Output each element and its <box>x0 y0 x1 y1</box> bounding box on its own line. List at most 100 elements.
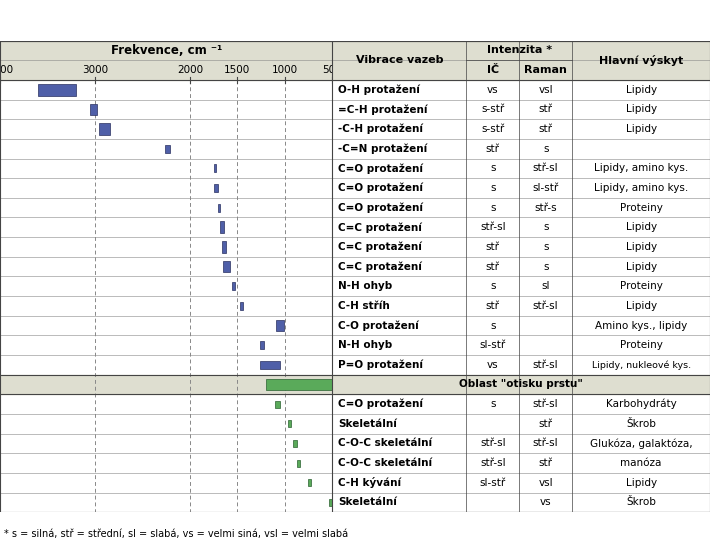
Text: s: s <box>490 399 496 409</box>
Text: Lipidy: Lipidy <box>626 222 657 233</box>
Text: s: s <box>543 242 548 252</box>
Text: -C-H protažení: -C-H protažení <box>338 124 423 134</box>
Text: Lipidy: Lipidy <box>626 242 657 252</box>
FancyBboxPatch shape <box>165 145 170 153</box>
Text: 2000: 2000 <box>177 65 203 75</box>
Text: Lipidy: Lipidy <box>626 85 657 95</box>
Text: 1000: 1000 <box>272 65 298 75</box>
Text: IČ: IČ <box>487 65 499 75</box>
Text: C=O protažení: C=O protažení <box>338 202 423 213</box>
Text: manóza: manóza <box>621 458 662 468</box>
Text: Karbohydráty: Karbohydráty <box>606 399 677 409</box>
FancyBboxPatch shape <box>220 221 224 233</box>
Text: C-O protažení: C-O protažení <box>338 320 419 331</box>
Text: stř-sl: stř-sl <box>533 301 559 311</box>
Text: vsl: vsl <box>538 478 553 488</box>
Text: C=C protažení: C=C protažení <box>338 242 422 252</box>
Text: C-H stříh: C-H stříh <box>338 301 390 311</box>
Text: Intenzita *: Intenzita * <box>486 46 552 55</box>
FancyBboxPatch shape <box>297 460 300 467</box>
Text: stř: stř <box>486 242 500 252</box>
Text: s: s <box>490 281 496 291</box>
FancyBboxPatch shape <box>222 241 226 253</box>
Text: Lipidy, amino kys.: Lipidy, amino kys. <box>594 183 688 193</box>
FancyBboxPatch shape <box>223 261 230 273</box>
Text: stř: stř <box>539 124 552 134</box>
FancyBboxPatch shape <box>329 499 332 506</box>
Text: s: s <box>543 222 548 233</box>
Text: =C-H protažení: =C-H protažení <box>338 104 427 115</box>
FancyBboxPatch shape <box>275 401 280 408</box>
Text: stř-sl: stř-sl <box>480 438 506 448</box>
FancyBboxPatch shape <box>293 440 297 447</box>
Text: s: s <box>490 320 496 331</box>
FancyBboxPatch shape <box>288 421 290 427</box>
FancyBboxPatch shape <box>99 123 110 135</box>
Text: stř-s: stř-s <box>535 203 557 212</box>
Text: 4000: 4000 <box>0 65 13 75</box>
Text: stř: stř <box>486 262 500 272</box>
FancyBboxPatch shape <box>260 341 264 349</box>
FancyBboxPatch shape <box>231 282 236 290</box>
Text: Proteiny: Proteiny <box>620 281 662 291</box>
Text: N-H ohyb: N-H ohyb <box>338 281 392 291</box>
Text: stř: stř <box>486 144 500 154</box>
Text: Lipidy: Lipidy <box>626 301 657 311</box>
Text: O-H protažení: O-H protažení <box>338 85 420 95</box>
Text: stř-sl: stř-sl <box>533 438 559 448</box>
FancyBboxPatch shape <box>218 204 220 211</box>
Text: stř-sl: stř-sl <box>480 222 506 233</box>
FancyBboxPatch shape <box>214 184 218 192</box>
Text: 3000: 3000 <box>82 65 108 75</box>
Text: stř: stř <box>539 458 552 468</box>
FancyBboxPatch shape <box>260 361 280 369</box>
Text: s-stř: s-stř <box>481 105 504 114</box>
Text: Skeletální: Skeletální <box>338 498 397 507</box>
Text: Lipidy, nukleové kys.: Lipidy, nukleové kys. <box>591 360 691 370</box>
Text: Oblast "otisku prstu": Oblast "otisku prstu" <box>459 379 583 390</box>
Text: 1500: 1500 <box>224 65 251 75</box>
Text: Amino kys., lipidy: Amino kys., lipidy <box>595 320 687 331</box>
FancyBboxPatch shape <box>266 378 332 390</box>
Text: s: s <box>490 163 496 173</box>
Text: Lipidy: Lipidy <box>626 478 657 488</box>
FancyBboxPatch shape <box>38 84 76 95</box>
Text: C=O protažení: C=O protažení <box>338 399 423 409</box>
Text: Lipidy: Lipidy <box>626 105 657 114</box>
Text: -C=N protažení: -C=N protažení <box>338 144 427 154</box>
Text: sl-stř: sl-stř <box>480 340 506 350</box>
Text: Proteiny: Proteiny <box>620 203 662 212</box>
Text: C-H kývání: C-H kývání <box>338 477 401 488</box>
Text: stř-sl: stř-sl <box>480 458 506 468</box>
Text: sl-stř: sl-stř <box>532 183 559 193</box>
Text: Vibrace vazeb: Vibrace vazeb <box>356 55 443 65</box>
Text: vs: vs <box>487 360 498 370</box>
Text: stř-sl: stř-sl <box>533 163 559 173</box>
Text: Glukóza, galaktóza,: Glukóza, galaktóza, <box>590 438 692 449</box>
Text: Hlavní výskyt: Hlavní výskyt <box>599 55 683 66</box>
Text: Lipidy: Lipidy <box>626 262 657 272</box>
Text: sl-stř: sl-stř <box>480 478 506 488</box>
Text: C-O-C skeletální: C-O-C skeletální <box>338 438 432 448</box>
Text: stř: stř <box>486 301 500 311</box>
Text: Škrob: Škrob <box>626 498 656 507</box>
Text: * s = silná, stř = střední, sl = slabá, vs = velmi siná, vsl = velmi slabá: * s = silná, stř = střední, sl = slabá, … <box>4 530 348 539</box>
Text: stř: stř <box>539 105 552 114</box>
Text: s: s <box>543 144 548 154</box>
Text: C=O protažení: C=O protažení <box>338 183 423 193</box>
Text: C=C protažení: C=C protažení <box>338 261 422 272</box>
Text: P=O protažení: P=O protažení <box>338 359 423 370</box>
Text: Frekvence, cm ⁻¹: Frekvence, cm ⁻¹ <box>111 44 222 57</box>
Text: N-H ohyb: N-H ohyb <box>338 340 392 350</box>
Text: stř-sl: stř-sl <box>533 360 559 370</box>
Text: Lipidy: Lipidy <box>626 124 657 134</box>
FancyBboxPatch shape <box>90 104 97 115</box>
Text: stř-sl: stř-sl <box>533 399 559 409</box>
Text: vs: vs <box>540 498 552 507</box>
Text: C=O protažení: C=O protažení <box>338 163 423 173</box>
Text: Škrob: Škrob <box>626 419 656 429</box>
FancyBboxPatch shape <box>276 320 284 331</box>
Text: sl: sl <box>542 281 550 291</box>
Text: vs: vs <box>487 85 498 95</box>
Text: s: s <box>490 203 496 212</box>
